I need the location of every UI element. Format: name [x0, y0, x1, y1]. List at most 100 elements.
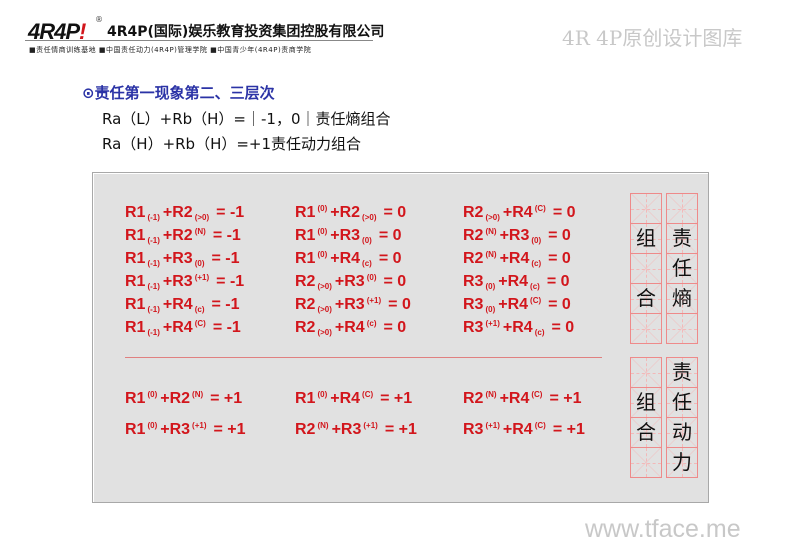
term-a: R1 [125, 296, 146, 313]
grid-cell: 责 [667, 358, 697, 388]
grid-cell [631, 314, 661, 343]
term-a-modifier: (>0) [317, 282, 332, 291]
formula: R1 (0) +R4 (C) = +1 [295, 390, 412, 408]
result: = -1 [212, 227, 241, 244]
term-b: +R4 [498, 273, 529, 290]
result: = +1 [213, 421, 246, 438]
formula: R2 (>0) +R4 (c) = 0 [295, 319, 406, 337]
term-a-modifier: (N) [317, 421, 329, 430]
term-b: +R3 [499, 227, 530, 244]
company-name: 4R4P(国际)娱乐教育投资集团控股有限公司 [107, 24, 385, 40]
term-a-modifier: (0) [147, 390, 158, 399]
grid-char: 熵 [672, 286, 692, 310]
term-a-modifier: (>0) [317, 328, 332, 337]
term-b: +R2 [160, 390, 191, 407]
term-a: R2 [463, 250, 484, 267]
term-b: +R4 [499, 390, 530, 407]
term-b-modifier: (N) [192, 390, 204, 399]
term-b: +R4 [330, 390, 361, 407]
result: = 0 [388, 296, 411, 313]
grid-char: 责 [672, 226, 692, 250]
grid-char: 力 [672, 450, 692, 474]
result: = 0 [551, 319, 575, 336]
term-a-modifier: (0) [147, 421, 158, 430]
term-b: +R4 [162, 319, 193, 336]
formula: R3 (+1) +R4 (C) = +1 [463, 421, 585, 439]
term-a-modifier: (>0) [317, 305, 332, 314]
term-b: +R3 [330, 227, 361, 244]
term-a: R3 [463, 296, 484, 313]
result: = 0 [548, 227, 571, 244]
grid-cell: 责 [667, 224, 697, 254]
result: = 0 [383, 273, 407, 290]
grid-char: 合 [636, 286, 656, 310]
formula: R1 (-1) +R3 (0) = -1 [125, 250, 240, 268]
result: = -1 [211, 296, 240, 313]
formula: R3 (0) +R4 (c) = 0 [463, 273, 570, 291]
term-b-modifier: (+1) [194, 273, 210, 282]
term-a-modifier: (0) [317, 204, 328, 213]
term-b: +R4 [502, 421, 533, 438]
grid-char: 动 [672, 420, 692, 444]
term-a-modifier: (0) [317, 390, 328, 399]
term-b-modifier: (+1) [366, 296, 382, 305]
term-a: R1 [295, 204, 316, 221]
result: = +1 [549, 390, 582, 407]
grid-cell [667, 314, 697, 343]
term-a-modifier: (-1) [147, 213, 160, 222]
grid-cell: 熵 [667, 284, 697, 314]
term-a-modifier: (-1) [147, 236, 160, 245]
term-b-modifier: (C) [534, 421, 546, 430]
result: = -1 [216, 273, 245, 290]
formula: R2 (>0) +R3 (+1) = 0 [295, 296, 411, 314]
term-a-modifier: (0) [317, 227, 328, 236]
term-b-modifier: (>0) [194, 213, 210, 222]
term-a: R1 [295, 227, 316, 244]
term-b-modifier: (C) [531, 390, 543, 399]
term-a: R3 [463, 421, 484, 438]
term-a: R2 [463, 227, 484, 244]
term-b-modifier: (c) [194, 305, 205, 314]
term-b-modifier: (+1) [363, 421, 378, 430]
grid-cell: 力 [667, 448, 697, 477]
logo-text: 4R4P [28, 19, 80, 44]
formula: R1 (-1) +R2 (>0) = -1 [125, 204, 244, 222]
formula: R2 (>0) +R3 (0) = 0 [295, 273, 406, 291]
term-a-modifier: (-1) [147, 328, 160, 337]
result: = -1 [211, 250, 240, 267]
formula: R1 (0) +R4 (c) = 0 [295, 250, 402, 268]
term-a: R3 [463, 273, 484, 290]
term-b-modifier: (0) [531, 236, 542, 245]
formula: R1 (-1) +R4 (C) = -1 [125, 319, 241, 337]
term-b-modifier: (c) [366, 319, 377, 328]
term-a: R1 [295, 390, 316, 407]
term-b: +R3 [160, 421, 191, 438]
grid-cell [631, 358, 661, 388]
term-b: +R4 [498, 296, 529, 313]
term-b-modifier: (0) [366, 273, 377, 282]
grid-column-right: 责任熵 [666, 193, 698, 344]
grid-cell: 合 [631, 418, 661, 448]
grid-cell: 任 [667, 254, 697, 284]
term-b: +R4 [502, 204, 533, 221]
term-b: +R2 [162, 227, 193, 244]
grid-cell: 任 [667, 388, 697, 418]
term-a: R1 [125, 250, 146, 267]
term-a-modifier: (N) [485, 250, 497, 259]
term-a-modifier: (N) [485, 227, 497, 236]
term-a: R2 [463, 390, 484, 407]
term-b-modifier: (c) [531, 259, 542, 268]
section-divider [125, 357, 602, 358]
formula: R2 (N) +R4 (c) = 0 [463, 250, 571, 268]
logo: 4R4P! [28, 19, 86, 45]
grid-cell [631, 194, 661, 224]
formula: R1 (-1) +R2 (N) = -1 [125, 227, 241, 245]
grid-column-right: 责任动力 [666, 357, 698, 478]
term-b-modifier: (>0) [362, 213, 377, 222]
term-a-modifier: (-1) [147, 282, 160, 291]
grid-cell: 动 [667, 418, 697, 448]
website-watermark: www.tface.me [585, 515, 741, 543]
result: = -1 [212, 319, 241, 336]
term-b: +R3 [334, 273, 365, 290]
term-b: +R3 [331, 421, 362, 438]
